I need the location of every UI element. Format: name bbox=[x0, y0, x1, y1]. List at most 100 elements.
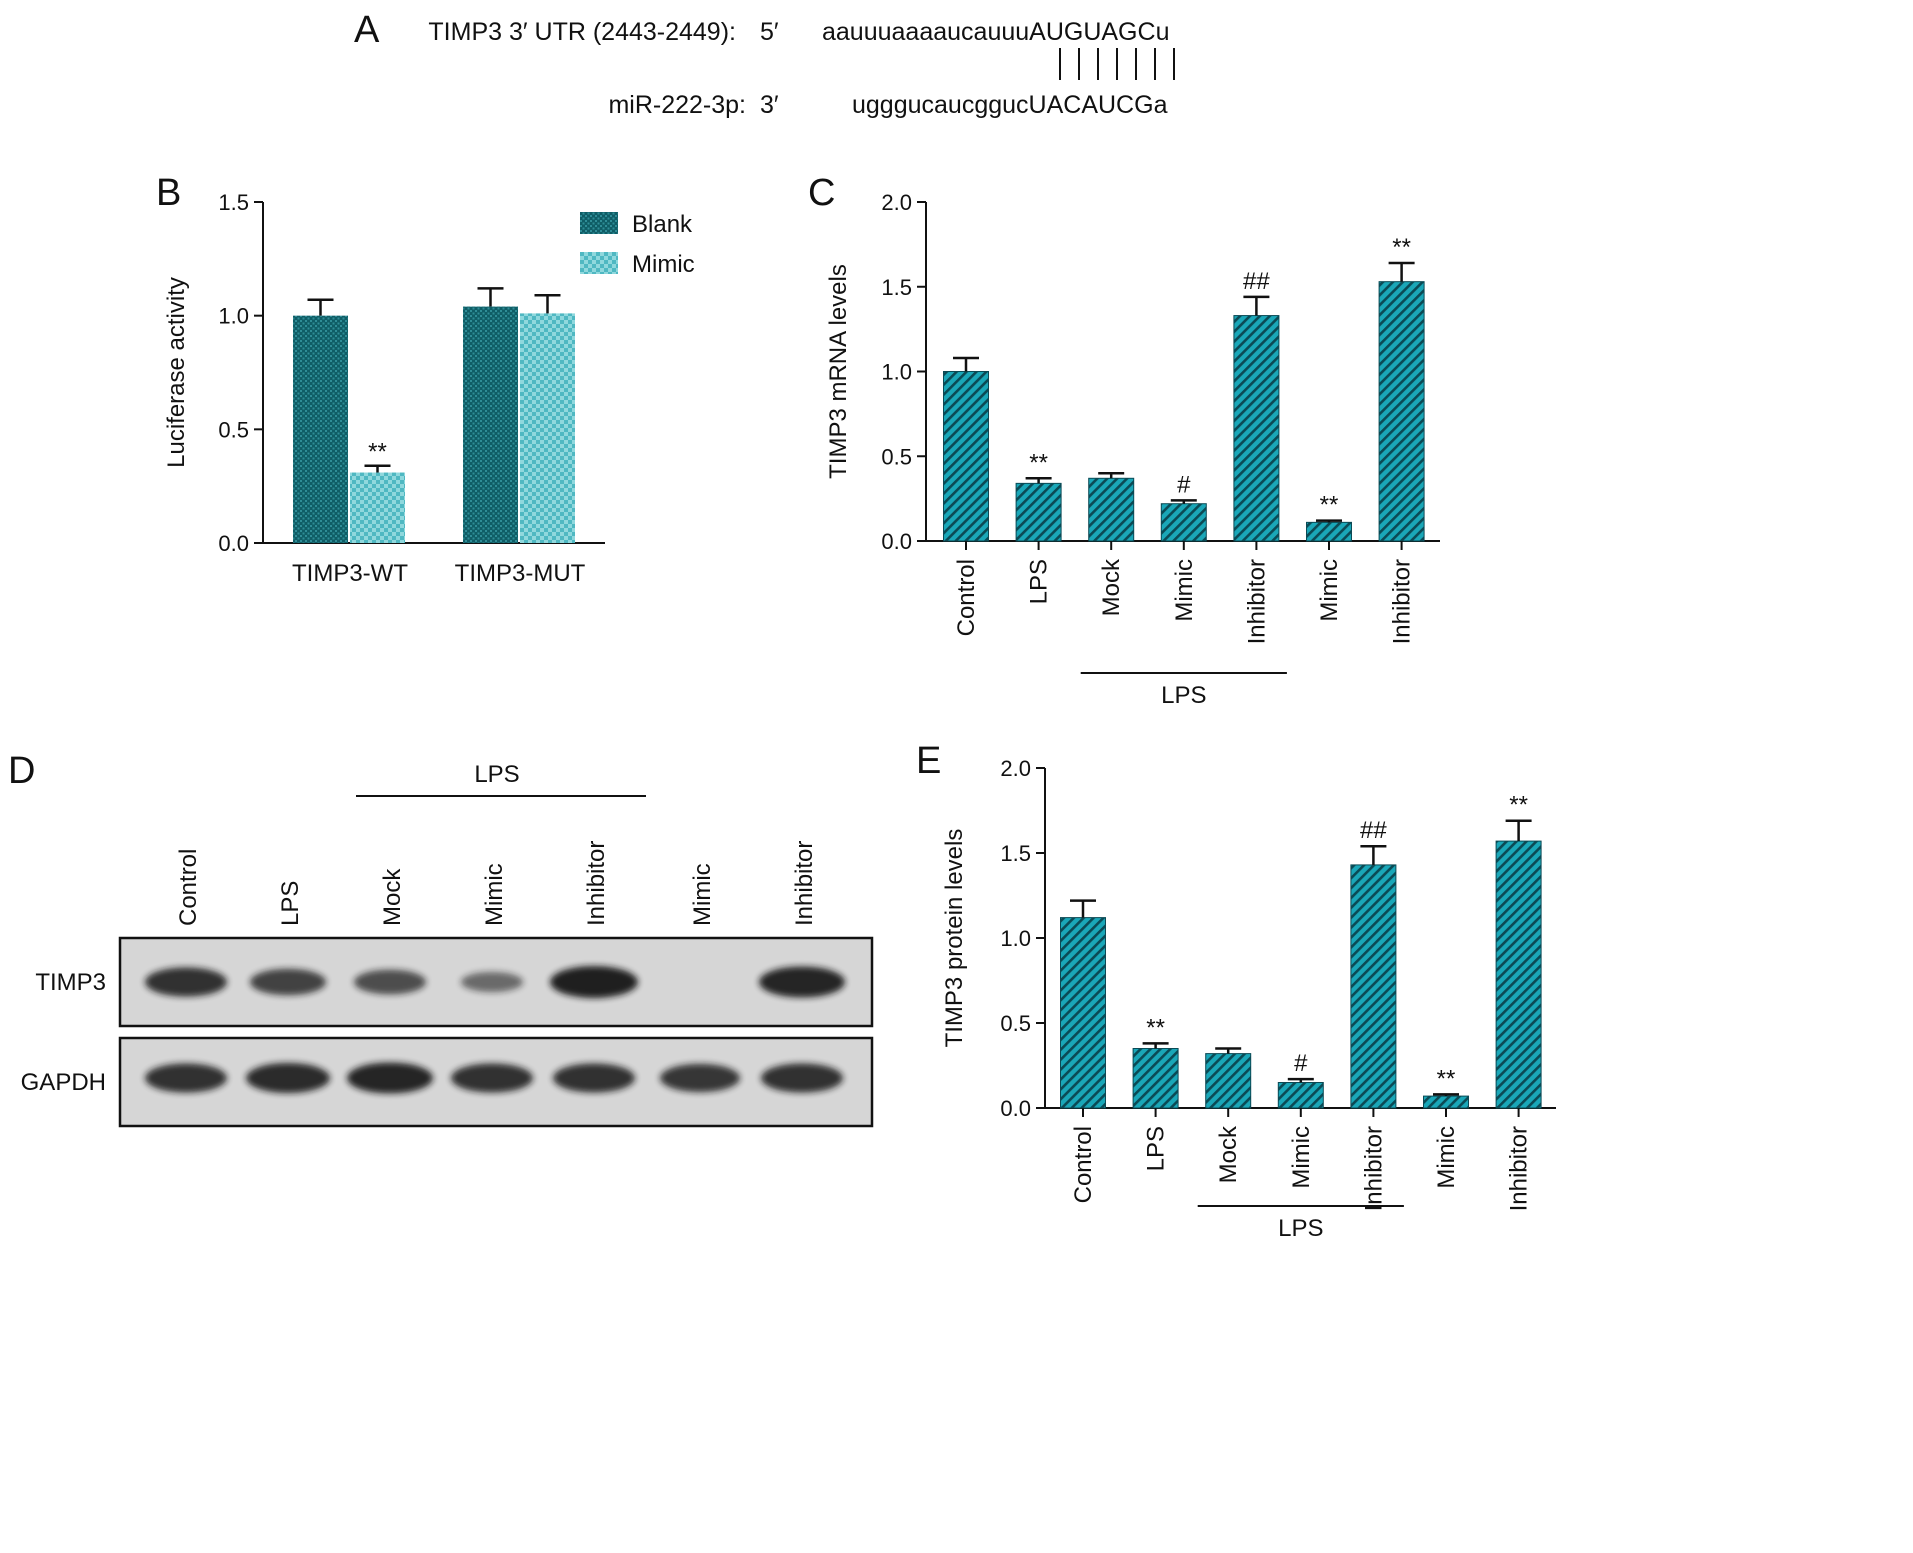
mir-seq-lower: ugggucaucgguc bbox=[852, 91, 1029, 119]
mir-seq-tail: a bbox=[1154, 91, 1168, 119]
chart-e-category-label: Mock bbox=[1215, 1125, 1242, 1183]
utr-seq-lower: aauuuaaaaucauuu bbox=[822, 18, 1029, 46]
chart-b-legend-swatch bbox=[580, 252, 618, 274]
blot-band-timp3 bbox=[353, 969, 427, 995]
blot-lane-label: Inhibitor bbox=[791, 841, 818, 926]
chart-c-y-tick-label: 1.5 bbox=[881, 275, 912, 300]
chart-b-category-label: TIMP3-WT bbox=[292, 560, 408, 587]
chart-b-bar-blank bbox=[463, 306, 518, 543]
utr-5prime: 5′ bbox=[760, 18, 779, 46]
chart-c-y-tick-label: 1.0 bbox=[881, 360, 912, 385]
panel-b: B 0.0 0.5 1.0 1.5 Luciferase activity ** TIMP3… bbox=[156, 172, 695, 587]
blot-band-timp3 bbox=[460, 971, 524, 993]
chart-e-group-label: LPS bbox=[1278, 1215, 1323, 1242]
utr-label: TIMP3 3′ UTR (2443-2449): bbox=[428, 18, 736, 46]
blot-band-timp3 bbox=[144, 967, 228, 997]
blot-band-gapdh bbox=[659, 1063, 741, 1093]
chart-e-bar bbox=[1277, 1082, 1324, 1109]
chart-e-significance: # bbox=[1294, 1050, 1308, 1077]
blot-band-gapdh bbox=[346, 1062, 434, 1094]
panel-c: C 0.0 0.5 1.0 1.5 2.0 TIMP3 mRNA levels Contro… bbox=[808, 172, 1440, 709]
chart-e-y-tick-label: 2.0 bbox=[1000, 756, 1031, 781]
blot-band-gapdh bbox=[245, 1062, 331, 1094]
chart-e-category-label: Control bbox=[1070, 1126, 1097, 1203]
base-pair-lines bbox=[1059, 48, 1175, 80]
chart-e-bar bbox=[1495, 840, 1542, 1109]
chart-c-bar bbox=[1233, 315, 1280, 542]
chart-e-y-tick-label: 0.5 bbox=[1000, 1011, 1031, 1036]
mir-seq-upper: UACAUCG bbox=[1029, 91, 1154, 119]
chart-e-category-label: Mimic bbox=[1433, 1126, 1460, 1189]
chart-b-category-label: TIMP3-MUT bbox=[455, 560, 586, 587]
figure: A TIMP3 3′ UTR (2443-2449): 5′ aauuuaaaa… bbox=[8, 9, 1556, 1242]
chart-c-y-tick-label: 0.5 bbox=[881, 444, 912, 469]
chart-b-y-tick-label: 1.0 bbox=[218, 304, 249, 329]
chart-e-y-axis-title: TIMP3 protein levels bbox=[941, 829, 968, 1048]
blot-group-label: LPS bbox=[474, 761, 519, 788]
chart-c-bar bbox=[1160, 503, 1207, 542]
chart-e-y-tick-label: 1.5 bbox=[1000, 841, 1031, 866]
chart-c-bar bbox=[1306, 521, 1352, 542]
chart-b-legend-swatch bbox=[580, 212, 618, 234]
chart-e-category-label: Inhibitor bbox=[1360, 1126, 1387, 1211]
chart-b-bar-mimic bbox=[350, 472, 405, 543]
chart-c-significance: ** bbox=[1029, 449, 1048, 476]
chart-e-y-tick-label: 1.0 bbox=[1000, 926, 1031, 951]
chart-e-bar bbox=[1132, 1048, 1179, 1109]
chart-c-category-label: Mimic bbox=[1316, 559, 1343, 622]
utr-seq-tail: u bbox=[1156, 18, 1170, 46]
chart-e-bar bbox=[1350, 864, 1397, 1109]
panel-b-letter: B bbox=[156, 172, 181, 214]
chart-c-category-label: Mimic bbox=[1171, 559, 1198, 622]
chart-b-y-axis-title: Luciferase activity bbox=[163, 277, 190, 468]
chart-c-bar bbox=[943, 371, 989, 542]
blot-band-timp3 bbox=[249, 968, 327, 996]
chart-b-legend-label: Mimic bbox=[632, 251, 695, 278]
chart-e-bar bbox=[1423, 1095, 1469, 1109]
mir-sequence: ugggucaucggucUACAUCGa bbox=[852, 91, 1168, 119]
chart-c-category-label: Mock bbox=[1098, 558, 1125, 616]
panel-e-letter: E bbox=[916, 740, 941, 782]
panel-a: A TIMP3 3′ UTR (2443-2449): 5′ aauuuaaaa… bbox=[354, 9, 1175, 119]
chart-b-y-tick-label: 0.0 bbox=[218, 531, 249, 556]
chart-c-y-axis-title: TIMP3 mRNA levels bbox=[825, 264, 852, 479]
chart-e-category-label: Mimic bbox=[1288, 1126, 1315, 1189]
blot-band-gapdh bbox=[144, 1063, 228, 1093]
chart-e-bar bbox=[1060, 917, 1106, 1109]
blot-lane-label: Mock bbox=[379, 868, 406, 926]
chart-c-significance: # bbox=[1177, 471, 1191, 498]
chart-c-bar bbox=[1378, 281, 1425, 542]
panel-d: D Control LPS Mock Mimic Inhibitor Mimic Inhib… bbox=[8, 750, 874, 1128]
chart-c-category-label: Control bbox=[953, 559, 980, 636]
chart-e: 0.0 0.5 1.0 1.5 2.0 TIMP3 protein levels Contr… bbox=[941, 756, 1556, 1242]
chart-c: 0.0 0.5 1.0 1.5 2.0 TIMP3 mRNA levels Control *… bbox=[825, 190, 1440, 709]
chart-b-significance: ** bbox=[368, 439, 387, 466]
chart-c-significance: ** bbox=[1392, 234, 1411, 261]
chart-e-y-tick-label: 0.0 bbox=[1000, 1096, 1031, 1121]
chart-c-bar bbox=[1015, 482, 1062, 542]
chart-b-bar-blank bbox=[293, 315, 348, 543]
panel-a-letter: A bbox=[354, 9, 380, 51]
chart-e-category-label: LPS bbox=[1143, 1126, 1170, 1171]
blot-band-gapdh bbox=[760, 1063, 844, 1093]
chart-c-group-label: LPS bbox=[1161, 682, 1206, 709]
western-blot: Control LPS Mock Mimic Inhibitor Mimic Inhibit… bbox=[21, 761, 874, 1128]
panel-d-letter: D bbox=[8, 750, 35, 792]
chart-c-bar bbox=[1088, 477, 1135, 542]
chart-c-category-label: LPS bbox=[1026, 559, 1053, 604]
chart-b-bar-mimic bbox=[520, 313, 575, 543]
blot-row-label: TIMP3 bbox=[35, 969, 106, 996]
mir-label: miR-222-3p: bbox=[608, 91, 746, 119]
chart-c-category-label: Inhibitor bbox=[1389, 559, 1416, 644]
blot-lane-label: Mimic bbox=[481, 863, 508, 926]
blot-band-timp3 bbox=[550, 966, 638, 998]
blot-band-timp3 bbox=[758, 966, 846, 998]
chart-b-legend-label: Blank bbox=[632, 211, 693, 238]
chart-b-y-tick-label: 1.5 bbox=[218, 190, 249, 215]
panel-e: E 0.0 0.5 1.0 1.5 2.0 TIMP3 protein levels Con… bbox=[916, 740, 1556, 1242]
blot-lane-label: LPS bbox=[277, 881, 304, 926]
blot-lane-label: Mimic bbox=[689, 863, 716, 926]
chart-b-y-tick-label: 0.5 bbox=[218, 417, 249, 442]
chart-e-category-label: Inhibitor bbox=[1506, 1126, 1533, 1211]
utr-seq-upper: AUGUAGC bbox=[1029, 18, 1155, 46]
